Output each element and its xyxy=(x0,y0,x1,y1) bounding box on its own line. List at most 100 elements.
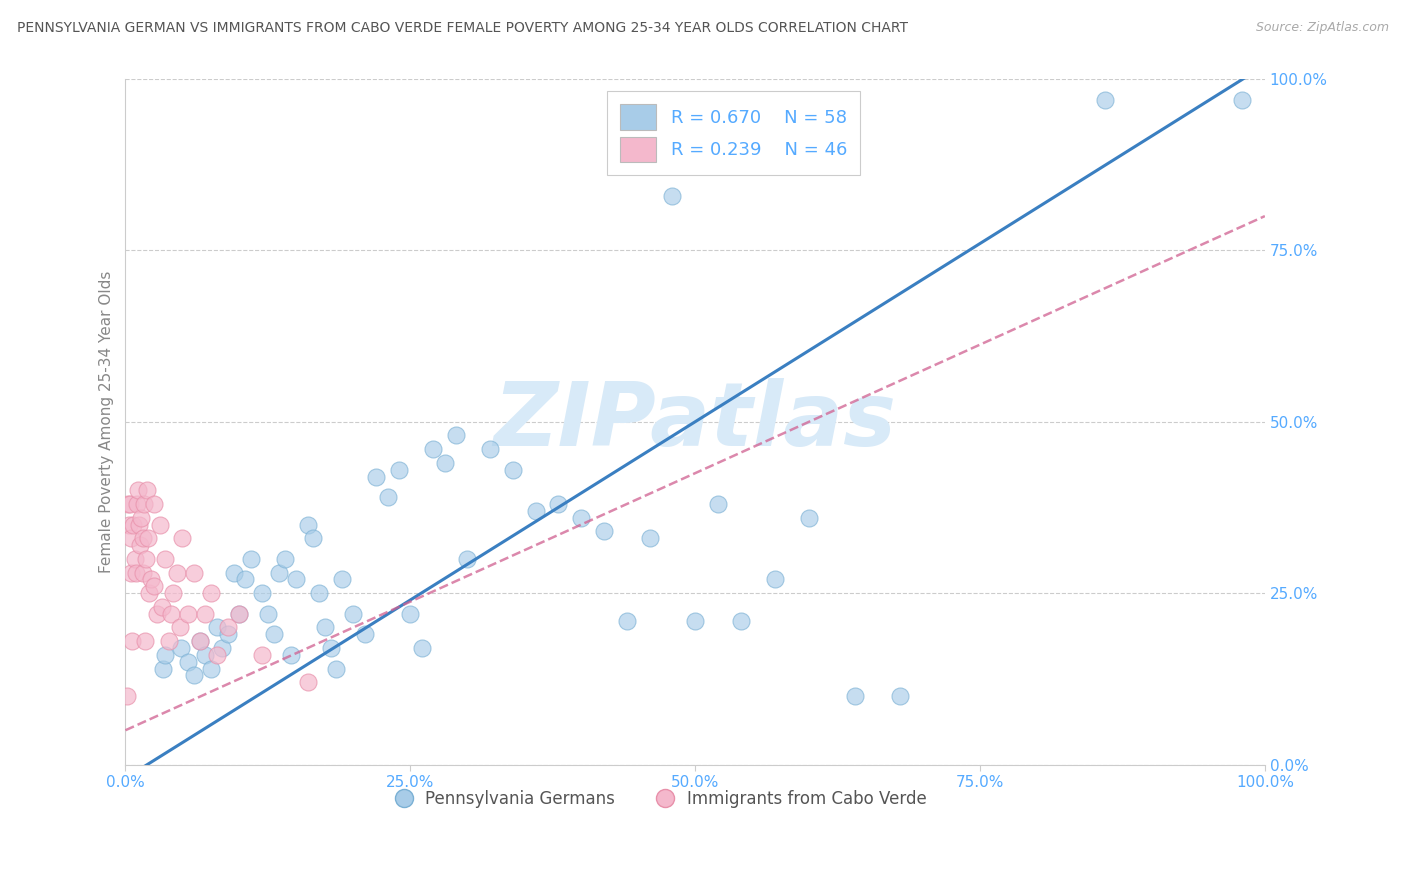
Point xyxy=(188,634,211,648)
Point xyxy=(135,552,157,566)
Point xyxy=(302,531,325,545)
Y-axis label: Female Poverty Among 25-34 Year Olds: Female Poverty Among 25-34 Year Olds xyxy=(100,270,114,573)
Point xyxy=(131,510,153,524)
Point xyxy=(683,614,706,628)
Point xyxy=(211,640,233,655)
Point xyxy=(707,497,730,511)
Point xyxy=(342,607,364,621)
Point xyxy=(274,552,297,566)
Point xyxy=(131,531,153,545)
Point xyxy=(122,517,145,532)
Point xyxy=(217,627,239,641)
Point xyxy=(125,497,148,511)
Point xyxy=(177,607,200,621)
Point xyxy=(205,620,228,634)
Point xyxy=(200,586,222,600)
Point xyxy=(479,442,502,457)
Point xyxy=(222,566,245,580)
Point xyxy=(124,552,146,566)
Point xyxy=(183,566,205,580)
Point xyxy=(146,607,169,621)
Point xyxy=(399,607,422,621)
Point xyxy=(160,607,183,621)
Point xyxy=(217,620,239,634)
Point xyxy=(121,634,143,648)
Point xyxy=(297,517,319,532)
Point xyxy=(233,573,256,587)
Point xyxy=(149,517,172,532)
Legend: Pennsylvania Germans, Immigrants from Cabo Verde: Pennsylvania Germans, Immigrants from Ca… xyxy=(388,783,934,814)
Point xyxy=(166,566,188,580)
Point xyxy=(134,634,156,648)
Point xyxy=(117,497,139,511)
Point xyxy=(502,463,524,477)
Point xyxy=(797,510,820,524)
Point xyxy=(844,689,866,703)
Point xyxy=(308,586,330,600)
Point xyxy=(200,661,222,675)
Point xyxy=(411,640,433,655)
Point xyxy=(127,483,149,498)
Point xyxy=(280,648,302,662)
Point xyxy=(162,586,184,600)
Point xyxy=(263,627,285,641)
Point xyxy=(638,531,661,545)
Point xyxy=(118,517,141,532)
Point xyxy=(120,566,142,580)
Point xyxy=(157,634,180,648)
Point xyxy=(172,531,194,545)
Point xyxy=(125,566,148,580)
Point xyxy=(169,620,191,634)
Point xyxy=(456,552,478,566)
Point xyxy=(422,442,444,457)
Point xyxy=(205,648,228,662)
Point xyxy=(194,648,217,662)
Point xyxy=(330,573,353,587)
Point xyxy=(118,497,141,511)
Point xyxy=(1230,93,1253,107)
Point xyxy=(616,614,638,628)
Point xyxy=(183,668,205,682)
Text: PENNSYLVANIA GERMAN VS IMMIGRANTS FROM CABO VERDE FEMALE POVERTY AMONG 25-34 YEA: PENNSYLVANIA GERMAN VS IMMIGRANTS FROM C… xyxy=(17,21,908,35)
Point xyxy=(730,614,752,628)
Point xyxy=(325,661,347,675)
Point xyxy=(152,661,174,675)
Point xyxy=(155,552,177,566)
Point xyxy=(142,497,165,511)
Point xyxy=(889,689,911,703)
Point xyxy=(228,607,250,621)
Point xyxy=(177,655,200,669)
Point xyxy=(661,188,683,202)
Point xyxy=(150,599,173,614)
Text: ZIPatlas: ZIPatlas xyxy=(494,378,897,466)
Point xyxy=(444,428,467,442)
Point xyxy=(136,483,159,498)
Point xyxy=(547,497,569,511)
Point xyxy=(142,579,165,593)
Point xyxy=(170,640,193,655)
Point xyxy=(269,566,291,580)
Point xyxy=(228,607,250,621)
Point xyxy=(593,524,616,539)
Point xyxy=(433,456,456,470)
Point xyxy=(319,640,342,655)
Point xyxy=(194,607,217,621)
Point xyxy=(250,648,273,662)
Point xyxy=(139,573,162,587)
Point xyxy=(314,620,336,634)
Point xyxy=(136,531,159,545)
Point xyxy=(366,469,388,483)
Point xyxy=(257,607,280,621)
Point xyxy=(239,552,262,566)
Point xyxy=(569,510,592,524)
Point xyxy=(377,490,399,504)
Point xyxy=(353,627,375,641)
Point xyxy=(250,586,273,600)
Point xyxy=(763,573,786,587)
Point xyxy=(132,497,155,511)
Point xyxy=(138,586,160,600)
Point xyxy=(188,634,211,648)
Point xyxy=(115,689,138,703)
Point xyxy=(524,504,547,518)
Point xyxy=(120,531,142,545)
